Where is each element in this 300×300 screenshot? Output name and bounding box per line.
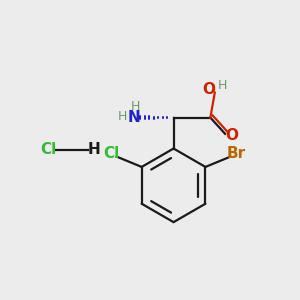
Text: Cl: Cl: [103, 146, 119, 161]
Text: N: N: [128, 110, 140, 125]
Text: H: H: [88, 142, 100, 158]
Text: H: H: [218, 79, 227, 92]
Text: H: H: [117, 110, 127, 123]
Text: O: O: [225, 128, 238, 143]
Text: Br: Br: [227, 146, 246, 161]
Text: Cl: Cl: [40, 142, 56, 158]
Text: O: O: [202, 82, 215, 97]
Text: H: H: [130, 100, 140, 113]
